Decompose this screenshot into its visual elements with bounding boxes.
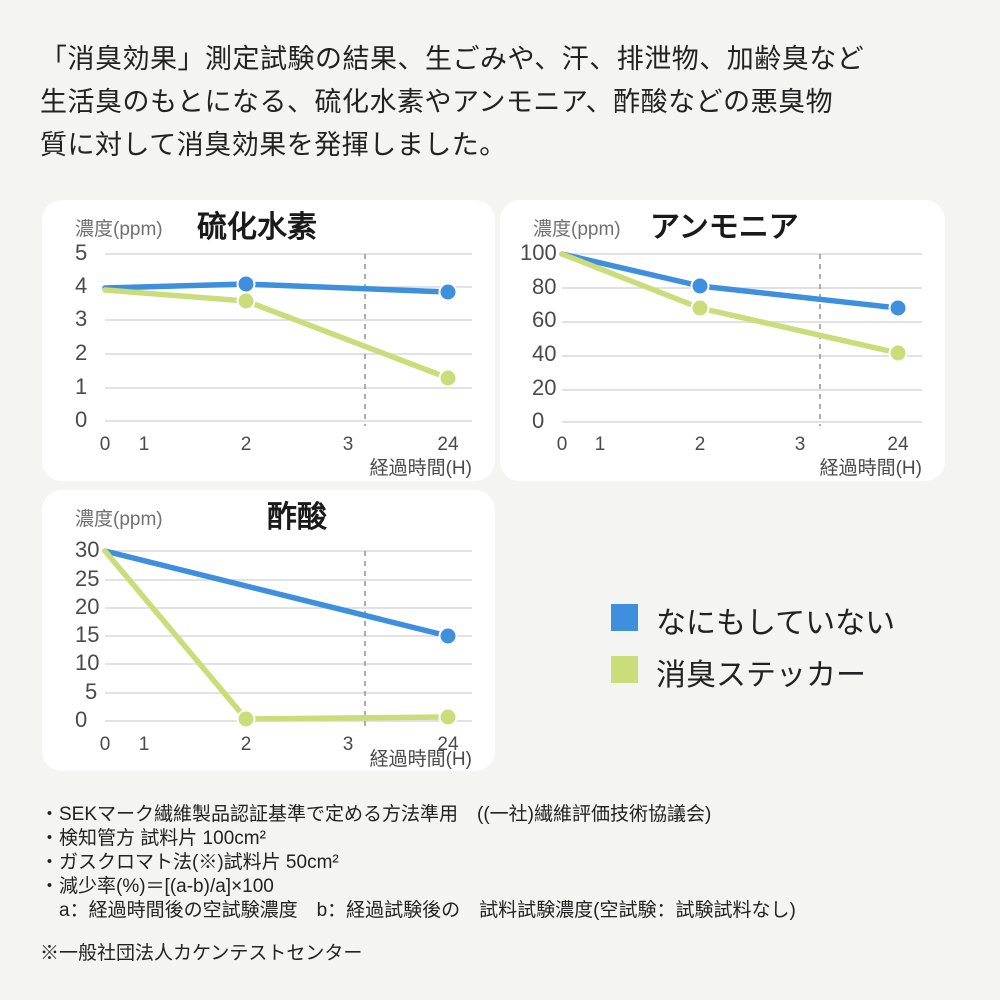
svg-text:2: 2 — [241, 734, 252, 755]
svg-text:80: 80 — [532, 274, 556, 299]
svg-text:0: 0 — [100, 434, 111, 455]
svg-text:アンモニア: アンモニア — [650, 211, 799, 244]
svg-text:1: 1 — [139, 734, 150, 755]
svg-text:20: 20 — [532, 375, 556, 400]
svg-text:3: 3 — [343, 734, 354, 755]
svg-text:5: 5 — [75, 240, 87, 265]
svg-text:経過時間(H): 経過時間(H) — [370, 748, 472, 770]
svg-text:25: 25 — [75, 566, 99, 591]
svg-text:経過時間(H): 経過時間(H) — [370, 457, 472, 479]
svg-text:2: 2 — [241, 434, 252, 455]
svg-text:0: 0 — [75, 707, 87, 732]
svg-text:経過時間(H): 経過時間(H) — [820, 457, 922, 479]
svg-text:3: 3 — [795, 434, 806, 455]
svg-text:1: 1 — [595, 434, 606, 455]
svg-text:0: 0 — [100, 734, 111, 755]
svg-text:2: 2 — [75, 340, 87, 365]
svg-text:10: 10 — [75, 650, 99, 675]
svg-text:濃度(ppm): 濃度(ppm) — [75, 508, 163, 530]
svg-text:濃度(ppm): 濃度(ppm) — [75, 218, 163, 240]
svg-text:24: 24 — [887, 434, 909, 455]
svg-text:1: 1 — [75, 374, 87, 399]
svg-text:100: 100 — [520, 240, 557, 265]
svg-text:3: 3 — [75, 306, 87, 331]
svg-text:30: 30 — [75, 537, 99, 562]
svg-text:40: 40 — [532, 341, 556, 366]
svg-text:濃度(ppm): 濃度(ppm) — [533, 218, 621, 240]
svg-text:0: 0 — [532, 408, 544, 433]
svg-text:24: 24 — [437, 434, 459, 455]
svg-text:硫化水素: 硫化水素 — [197, 210, 317, 244]
svg-text:0: 0 — [75, 407, 87, 432]
svg-text:20: 20 — [75, 594, 99, 619]
svg-text:60: 60 — [532, 307, 556, 332]
svg-text:4: 4 — [75, 273, 87, 298]
svg-text:0: 0 — [557, 434, 568, 455]
svg-text:1: 1 — [139, 434, 150, 455]
svg-text:2: 2 — [695, 434, 706, 455]
svg-text:5: 5 — [85, 679, 97, 704]
svg-text:3: 3 — [343, 434, 354, 455]
svg-text:15: 15 — [75, 622, 99, 647]
svg-text:酢酸: 酢酸 — [267, 501, 328, 534]
